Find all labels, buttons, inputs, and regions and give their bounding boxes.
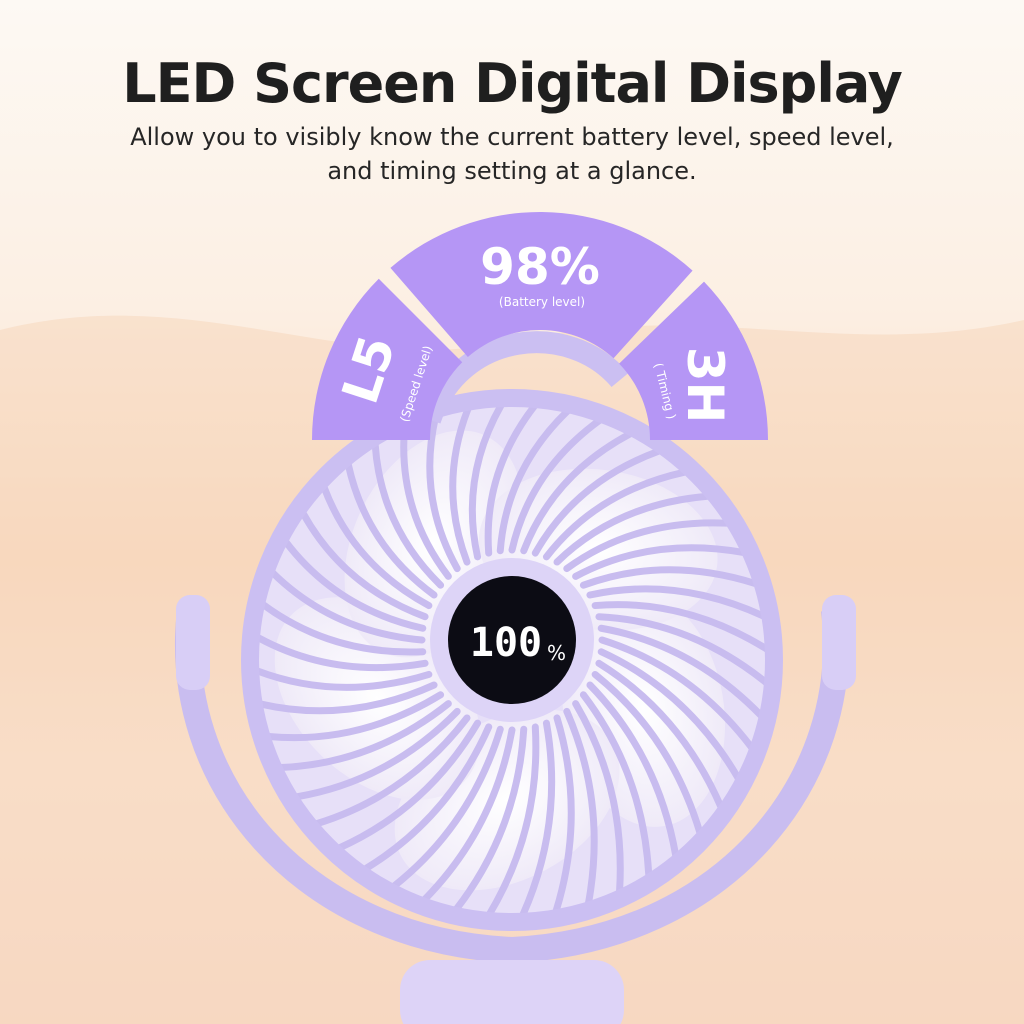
grill-rib	[542, 468, 688, 561]
grill-rib	[563, 707, 598, 907]
grill-rib	[253, 667, 433, 691]
grill-rib	[597, 648, 742, 782]
grill-rib	[572, 544, 747, 580]
grill-rib	[496, 407, 571, 555]
grill-rib	[586, 585, 767, 620]
grill-rib	[390, 725, 504, 890]
grill-rib	[268, 569, 426, 644]
fan-ring	[241, 389, 783, 931]
grill-rib	[449, 405, 472, 566]
fan-grill	[253, 401, 771, 919]
grill-rib	[519, 719, 556, 919]
grill-rib	[591, 670, 704, 836]
grill-rib	[531, 447, 662, 557]
grill-rib	[453, 725, 528, 913]
fan-yoke	[175, 608, 849, 964]
grill-rib	[553, 492, 711, 566]
yoke-knob-left	[176, 595, 210, 690]
grill-rib	[579, 691, 653, 879]
battery-value: 98%	[480, 238, 600, 296]
grill-rib	[259, 601, 427, 656]
grill-rib	[299, 510, 429, 621]
grill-rib	[344, 461, 438, 599]
grill-rib	[591, 601, 771, 653]
grill-rib	[595, 659, 725, 810]
grill-rib	[293, 707, 461, 801]
grill-rib	[426, 413, 461, 573]
grill-rib	[336, 719, 482, 852]
grill-rib	[468, 401, 505, 561]
speed-segment	[312, 278, 463, 440]
grill-rib	[313, 714, 471, 828]
battery-segment	[390, 212, 693, 359]
grill-rib	[277, 700, 452, 772]
grill-rib	[400, 425, 452, 580]
grill-rib	[552, 714, 575, 915]
grill-rib	[421, 726, 516, 904]
grill-rib	[362, 723, 493, 873]
grill-rib	[508, 416, 603, 554]
grill-rib	[520, 430, 634, 555]
grill-rib	[484, 402, 538, 557]
timing-value: 3H	[676, 347, 734, 424]
grill-rib	[563, 519, 731, 573]
grill-rib	[572, 700, 624, 895]
page-subtitle: Allow you to visibly know the current ba…	[130, 123, 894, 185]
battery-label: (Battery level)	[499, 295, 585, 309]
grill-rib	[320, 484, 433, 610]
led-screen-unit: %	[547, 641, 566, 665]
grill-rib	[579, 566, 759, 589]
grill-rib	[257, 681, 438, 715]
grill-rib	[597, 624, 765, 719]
grill-rib	[265, 691, 445, 742]
fan-handle	[419, 331, 629, 424]
timing-segment	[619, 281, 768, 440]
grill-rib	[598, 636, 756, 751]
grill-rib	[586, 681, 680, 859]
grill-rib	[486, 723, 540, 918]
yoke-knob-right	[822, 595, 856, 690]
led-screen	[448, 576, 576, 704]
grill-rib	[254, 634, 429, 672]
grill-rib	[371, 441, 445, 589]
grill-rib	[282, 538, 427, 632]
page-title: LED Screen Digital Display	[122, 52, 903, 115]
grill-rib	[595, 613, 770, 686]
led-screen-reading: 100	[470, 620, 542, 666]
fan-base	[400, 960, 624, 1024]
